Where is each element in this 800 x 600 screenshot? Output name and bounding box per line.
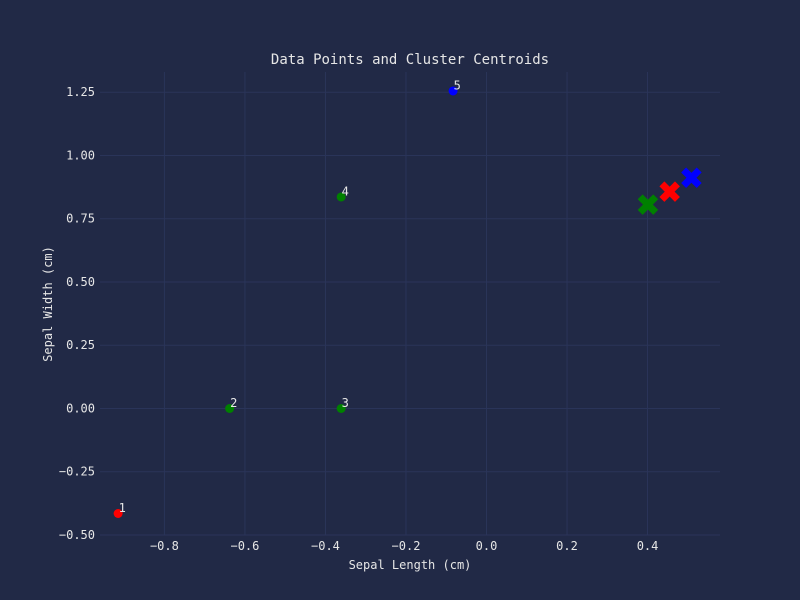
y-tick-label: 0.50 [66,275,95,289]
y-tick-label: −0.25 [59,465,95,479]
centroid-arm [659,181,680,202]
centroid-marker [681,167,702,189]
x-tick-label: 0.0 [476,539,498,553]
data-point [113,508,123,518]
cluster-centroids [637,167,702,215]
y-axis-ticks: −0.50 −0.25 0.00 0.25 0.50 0.75 1.00 1.25 [59,85,95,542]
x-tick-label: 0.4 [637,539,659,553]
y-tick-label: 0.75 [66,212,95,226]
x-tick-label: −0.2 [392,539,421,553]
grid [100,72,720,536]
x-axis-label: Sepal Length (cm) [349,558,472,572]
data-point [225,403,235,413]
centroid-marker [637,194,659,215]
data-point-label: 1 [119,501,126,515]
x-tick-label: −0.4 [311,539,340,553]
data-point-label: 2 [230,396,237,410]
data-point-label: 3 [342,396,349,410]
y-axis-label: Sepal Width (cm) [41,246,55,362]
x-tick-label: −0.6 [230,539,259,553]
data-points: 1 2 3 4 5 [113,78,461,518]
y-tick-label: 0.00 [66,401,95,415]
x-tick-label: −0.8 [150,539,179,553]
y-tick-label: 0.25 [66,338,95,352]
chart-title: Data Points and Cluster Centroids [271,52,549,68]
data-point-label: 5 [454,78,461,92]
x-axis-ticks: −0.8 −0.6 −0.4 −0.2 0.0 0.2 0.4 [150,539,658,553]
y-tick-label: 1.25 [66,85,95,99]
data-point [448,86,458,96]
centroid-arm [681,167,702,189]
x-tick-label: 0.2 [556,539,578,553]
data-point-label: 4 [342,184,349,198]
y-tick-label: 1.00 [66,148,95,162]
centroid-arm [637,194,659,215]
centroid-marker [659,181,680,202]
data-point [336,192,346,202]
y-tick-label: −0.50 [59,528,95,542]
data-point [336,403,346,413]
